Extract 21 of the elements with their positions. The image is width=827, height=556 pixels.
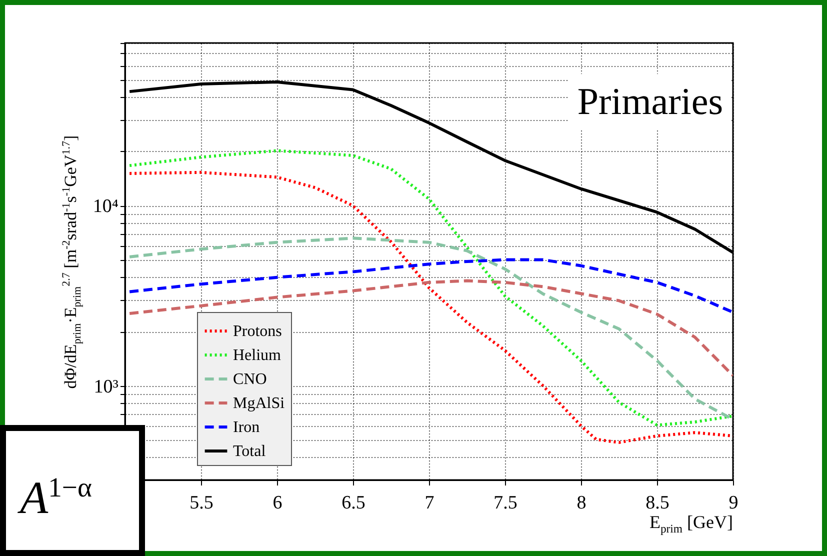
x-tick-label: 8.5 [646,492,670,514]
legend-label: Total [233,443,266,460]
line-series [128,258,733,314]
x-tick-label: 7.5 [494,492,518,514]
text: A$^{1−α}$ [0,425,145,556]
line-series [128,236,733,422]
legend-label: CNO [233,371,267,388]
x-tick-label: 7 [424,492,434,514]
legend-label: MgAlSi [233,395,286,412]
x-tick-label: 5.5 [190,492,214,514]
x-tick-label: 8 [576,492,586,514]
x-tick-label: 9 [728,492,738,514]
x-tick-label: 6.5 [342,492,366,514]
legend-label: Helium [233,347,282,364]
x-axis-title: E$_{prim}$ [GeV] [649,512,733,536]
legend-label: Protons [233,323,282,340]
y-tick-label: 10⁴ [92,196,119,218]
y-tick-label: 10³ [94,376,119,398]
annotation: Primaries [569,74,731,130]
x-tick-label: 6 [272,492,282,514]
legend-label: Iron [233,419,260,436]
